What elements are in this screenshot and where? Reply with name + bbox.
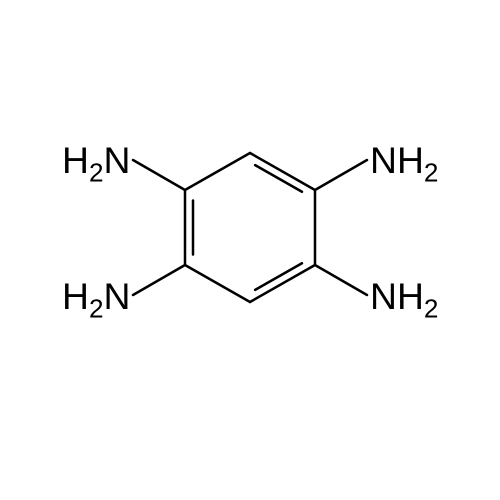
molecule-bonds	[0, 0, 500, 500]
molecule-canvas: NH2 NH2 H2N H2N	[0, 0, 500, 500]
amine-group-label: NH2	[370, 278, 438, 322]
amine-group-label: NH2	[370, 142, 438, 186]
amine-group-label: H2N	[62, 278, 130, 322]
amine-group-label: H2N	[62, 142, 130, 186]
